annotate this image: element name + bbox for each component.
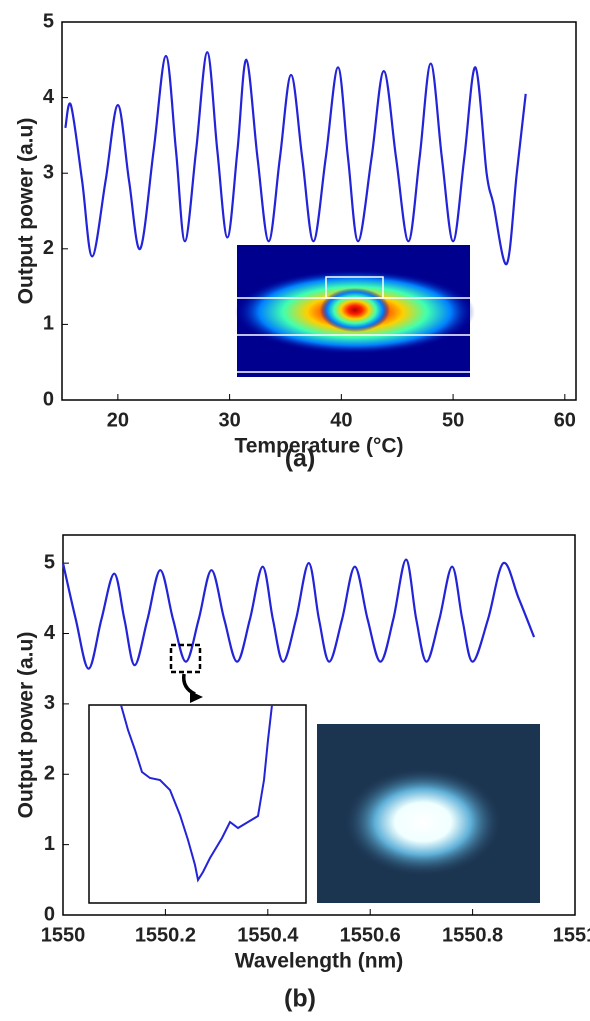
y-tick-label: 3 — [43, 161, 54, 183]
plot-frame — [61, 21, 577, 401]
x-tick-label: 1550.8 — [442, 924, 503, 946]
x-tick-label: 50 — [442, 409, 464, 431]
y-tick-label: 0 — [43, 388, 54, 410]
x-tick-label: 20 — [107, 409, 129, 431]
x-axis-label: Temperature (°C) — [234, 435, 403, 458]
x-axis-label: Wavelength (nm) — [235, 950, 403, 973]
zoom-inset — [88, 643, 540, 904]
y-tick-label: 5 — [43, 10, 54, 32]
y-tick-label: 4 — [44, 622, 56, 644]
x-tick-label: 1551 — [553, 924, 590, 946]
x-tick-label: 1550.4 — [237, 924, 299, 946]
y-tick-label: 2 — [43, 237, 54, 259]
y-axis-label: Output power (a.u) — [15, 118, 38, 305]
x-tick-label: 40 — [330, 409, 352, 431]
panel-caption: (a) — [285, 445, 316, 473]
y-tick-label: 4 — [43, 86, 55, 108]
y-tick-label: 0 — [44, 903, 55, 925]
data-line — [61, 558, 536, 670]
y-tick-label: 5 — [44, 551, 55, 573]
x-tick-label: 60 — [554, 409, 576, 431]
y-tick-label: 2 — [44, 763, 55, 785]
data-line — [64, 51, 527, 266]
mode-inset — [235, 245, 475, 377]
plot-frame — [62, 534, 576, 916]
y-tick-label: 3 — [44, 692, 55, 714]
y-tick-label: 1 — [43, 313, 54, 335]
x-tick-label: 1550.6 — [340, 924, 401, 946]
x-tick-label: 30 — [218, 409, 240, 431]
y-tick-label: 1 — [44, 833, 55, 855]
y-axis-label: Output power (a.u) — [15, 632, 38, 819]
panel-caption: (b) — [284, 985, 316, 1013]
x-tick-label: 1550.2 — [135, 924, 196, 946]
x-tick-label: 1550 — [41, 924, 86, 946]
